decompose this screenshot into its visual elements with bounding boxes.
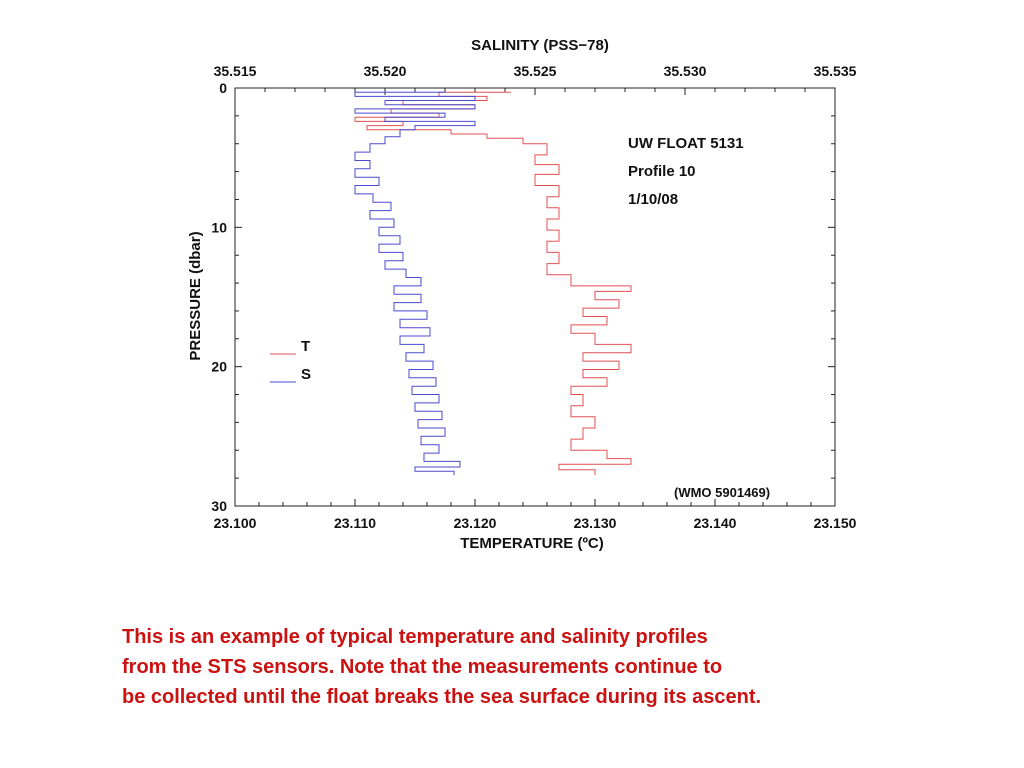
plot-frame-rect <box>234 87 836 507</box>
series-t-line <box>354 91 632 476</box>
temperature-axis-title: TEMPERATURE (ºC) <box>460 535 604 552</box>
legend: T S <box>270 338 311 383</box>
salinity-tick-label: 35.535 <box>814 63 857 79</box>
series-lines <box>354 91 632 476</box>
caption-line-3: be collected until the float breaks the … <box>122 686 762 708</box>
temperature-tick-label: 23.150 <box>814 515 857 531</box>
pressure-tick-label: 20 <box>211 359 227 375</box>
salinity-tick-label: 35.520 <box>364 63 407 79</box>
pressure-tick-label: 10 <box>211 219 227 235</box>
legend-t-label: T <box>301 338 310 355</box>
temperature-tick-label: 23.130 <box>574 515 617 531</box>
salinity-axis: 35.515 35.520 35.525 35.530 35.535 <box>214 63 857 95</box>
salinity-tick-label: 35.530 <box>664 63 707 79</box>
temperature-tick-label: 23.110 <box>334 515 376 531</box>
plot-frame <box>234 87 836 507</box>
caption: This is an example of typical temperatur… <box>122 622 982 712</box>
temperature-tick-label: 23.120 <box>454 515 497 531</box>
salinity-tick-label: 35.515 <box>214 63 257 79</box>
caption-line-2: from the STS sensors. Note that the meas… <box>122 656 723 678</box>
pressure-tick-label: 0 <box>219 80 227 96</box>
float-id-annotation: UW FLOAT 5131 <box>628 135 744 152</box>
salinity-tick-label: 35.525 <box>514 63 557 79</box>
pressure-axis-title: PRESSURE (dbar) <box>187 231 204 360</box>
profile-annotation: Profile 10 <box>628 163 696 180</box>
salinity-axis-title: SALINITY (PSS−78) <box>471 37 609 54</box>
wmo-annotation: (WMO 5901469) <box>674 485 770 500</box>
profile-chart: 35.515 35.520 35.525 35.530 35.535 23.100 23.… <box>187 37 857 552</box>
temperature-tick-label: 23.100 <box>214 515 257 531</box>
temperature-axis: 23.100 23.110 23.120 23.130 23.140 23.150 <box>214 499 857 531</box>
legend-s-label: S <box>301 366 311 383</box>
date-annotation: 1/10/08 <box>628 191 678 208</box>
pressure-tick-label: 30 <box>211 498 227 514</box>
pressure-axis: 0 10 20 30 <box>211 80 835 514</box>
temperature-tick-label: 23.140 <box>694 515 737 531</box>
series-s-line <box>354 91 476 476</box>
caption-line-1: This is an example of typical temperatur… <box>122 626 708 648</box>
